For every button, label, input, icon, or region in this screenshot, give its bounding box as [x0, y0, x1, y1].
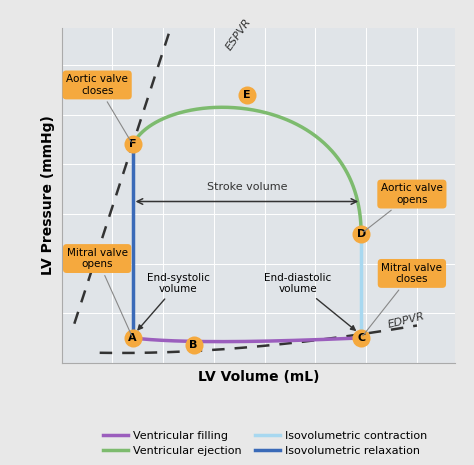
Text: E: E: [243, 90, 251, 100]
Text: D: D: [356, 229, 366, 239]
Text: Mitral valve
opens: Mitral valve opens: [67, 248, 132, 335]
Text: F: F: [129, 140, 137, 149]
Text: Stroke volume: Stroke volume: [207, 181, 287, 192]
X-axis label: LV Volume (mL): LV Volume (mL): [198, 370, 319, 384]
Text: EDPVR: EDPVR: [386, 311, 426, 330]
Legend: Ventricular filling, Ventricular ejection, Isovolumetric contraction, Isovolumet: Ventricular filling, Ventricular ejectio…: [100, 427, 431, 459]
Text: A: A: [128, 333, 137, 343]
Text: End-diastolic
volume: End-diastolic volume: [264, 272, 355, 330]
Text: C: C: [357, 333, 365, 343]
Text: B: B: [190, 340, 198, 350]
Text: Aortic valve
closes: Aortic valve closes: [66, 74, 131, 142]
Y-axis label: LV Pressure (mmHg): LV Pressure (mmHg): [41, 115, 55, 275]
Text: End-systolic
volume: End-systolic volume: [138, 272, 210, 330]
Text: ESPVR: ESPVR: [224, 17, 253, 52]
Text: Mitral valve
closes: Mitral valve closes: [363, 263, 442, 336]
Text: Aortic valve
opens: Aortic valve opens: [363, 183, 443, 232]
